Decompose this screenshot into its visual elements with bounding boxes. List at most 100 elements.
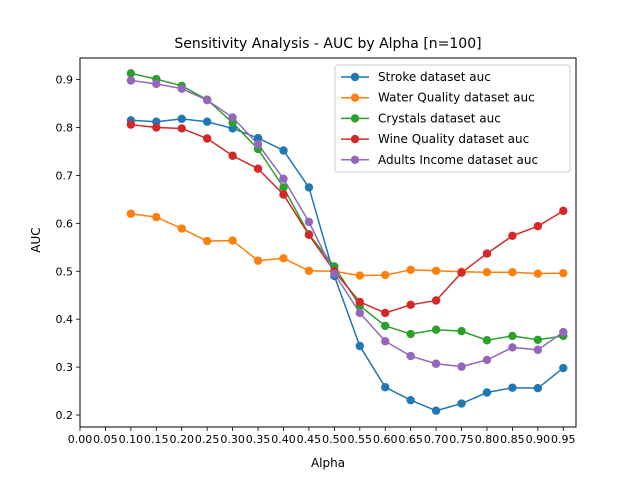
x-tick-label: 0.90 — [526, 433, 551, 446]
data-point-1-17 — [559, 268, 568, 278]
data-point-1-14 — [482, 268, 492, 277]
data-point-3-16 — [533, 222, 543, 231]
legend-swatch-marker — [350, 134, 360, 144]
data-point-4-14 — [482, 355, 492, 365]
plot-area-frame — [79, 57, 577, 428]
data-point-4-2 — [177, 84, 186, 93]
data-point-3-9 — [355, 297, 364, 307]
data-point-4-0 — [126, 76, 136, 85]
legend-label: Stroke dataset auc — [378, 70, 491, 84]
data-point-3-12 — [431, 296, 441, 305]
x-axis-label: Alpha — [311, 456, 345, 470]
data-point-2-14 — [482, 336, 492, 345]
data-point-4-9 — [355, 308, 364, 318]
data-point-4-10 — [381, 337, 390, 346]
data-point-4-16 — [533, 345, 543, 355]
data-point-4-5 — [253, 140, 263, 149]
data-point-0-12 — [431, 406, 441, 415]
data-point-1-1 — [152, 212, 161, 222]
x-tick-label: 0.25 — [195, 433, 220, 446]
data-point-1-7 — [304, 266, 314, 275]
x-tick-label: 0.20 — [169, 433, 194, 446]
data-point-2-15 — [508, 331, 517, 341]
data-point-1-4 — [228, 236, 237, 245]
data-point-0-7 — [304, 183, 314, 192]
data-point-2-10 — [381, 321, 390, 331]
y-tick-label: 0.2 — [56, 409, 74, 422]
x-tick-label: 0.00 — [68, 433, 93, 446]
data-point-0-14 — [482, 388, 492, 397]
data-point-4-1 — [152, 79, 161, 89]
data-point-4-8 — [330, 269, 339, 278]
data-point-2-12 — [431, 325, 441, 334]
data-point-4-6 — [279, 174, 288, 183]
data-point-0-17 — [559, 363, 568, 373]
data-point-0-2 — [177, 114, 186, 124]
data-point-4-4 — [228, 113, 237, 122]
data-point-4-3 — [202, 95, 212, 105]
series-markers — [126, 69, 568, 415]
series-line-1 — [130, 213, 564, 277]
legend-swatch-marker — [350, 114, 360, 123]
data-point-3-14 — [482, 249, 492, 258]
x-tick-label: 0.65 — [398, 433, 423, 446]
data-point-1-15 — [508, 268, 517, 277]
x-tick-label: 0.95 — [551, 433, 576, 446]
x-tick-label: 0.85 — [500, 433, 525, 446]
data-point-0-3 — [202, 117, 212, 126]
data-point-1-12 — [431, 266, 441, 275]
data-point-3-15 — [508, 231, 517, 240]
data-point-4-17 — [559, 327, 568, 337]
x-tick-label: 0.80 — [475, 433, 500, 446]
data-point-2-13 — [457, 326, 466, 336]
x-tick-label: 0.15 — [144, 433, 169, 446]
data-point-2-16 — [533, 335, 543, 344]
data-point-3-10 — [381, 308, 390, 318]
data-point-1-3 — [202, 236, 212, 246]
y-tick-label: 0.4 — [56, 313, 74, 326]
y-tick-label: 0.6 — [56, 217, 74, 230]
x-tick-label: 0.70 — [424, 433, 449, 446]
data-point-0-6 — [279, 146, 288, 155]
data-point-3-13 — [457, 268, 466, 277]
series-line-4 — [130, 79, 564, 368]
data-point-0-1 — [152, 117, 161, 126]
x-tick-label: 0.30 — [220, 433, 245, 446]
data-point-3-4 — [228, 151, 237, 160]
legend-label: Water Quality dataset auc — [378, 91, 535, 105]
data-point-4-13 — [457, 362, 466, 371]
x-tick-label: 0.75 — [449, 433, 474, 446]
data-point-3-3 — [202, 134, 212, 143]
x-tick-label: 0.05 — [93, 433, 118, 446]
legend-swatch-marker — [350, 155, 360, 164]
data-point-1-9 — [355, 271, 364, 280]
legend-swatch-marker — [350, 72, 360, 82]
data-point-0-9 — [355, 341, 364, 351]
data-point-2-11 — [406, 329, 415, 339]
data-point-0-15 — [508, 383, 517, 392]
x-tick-label: 0.40 — [271, 433, 296, 446]
data-point-3-17 — [559, 206, 568, 216]
x-tick-label: 0.10 — [119, 433, 144, 446]
data-point-3-2 — [177, 124, 186, 133]
series-lines — [130, 72, 564, 412]
y-tick-label: 0.3 — [56, 361, 74, 374]
data-point-1-5 — [253, 256, 263, 265]
y-tick-label: 0.5 — [56, 265, 74, 278]
x-tick-label: 0.50 — [322, 433, 347, 446]
data-point-0-10 — [381, 383, 390, 392]
data-point-0-5 — [253, 133, 263, 143]
data-point-0-4 — [228, 124, 237, 133]
data-point-1-10 — [381, 270, 390, 280]
y-tick-label: 0.9 — [56, 74, 74, 87]
data-point-2-6 — [279, 183, 288, 192]
legend-label: Wine Quality dataset auc — [378, 132, 529, 146]
data-point-4-11 — [406, 351, 415, 361]
data-point-4-12 — [431, 359, 441, 368]
data-point-1-6 — [279, 254, 288, 263]
data-point-3-7 — [304, 230, 314, 240]
data-point-0-13 — [457, 399, 466, 408]
data-point-1-16 — [533, 269, 543, 278]
axis-ticks: 0.00 0.05 0.10 0.15 0.20 0.25 0.30 0.35 0.40 0.45… — [56, 74, 576, 446]
series-line-0 — [130, 118, 564, 412]
